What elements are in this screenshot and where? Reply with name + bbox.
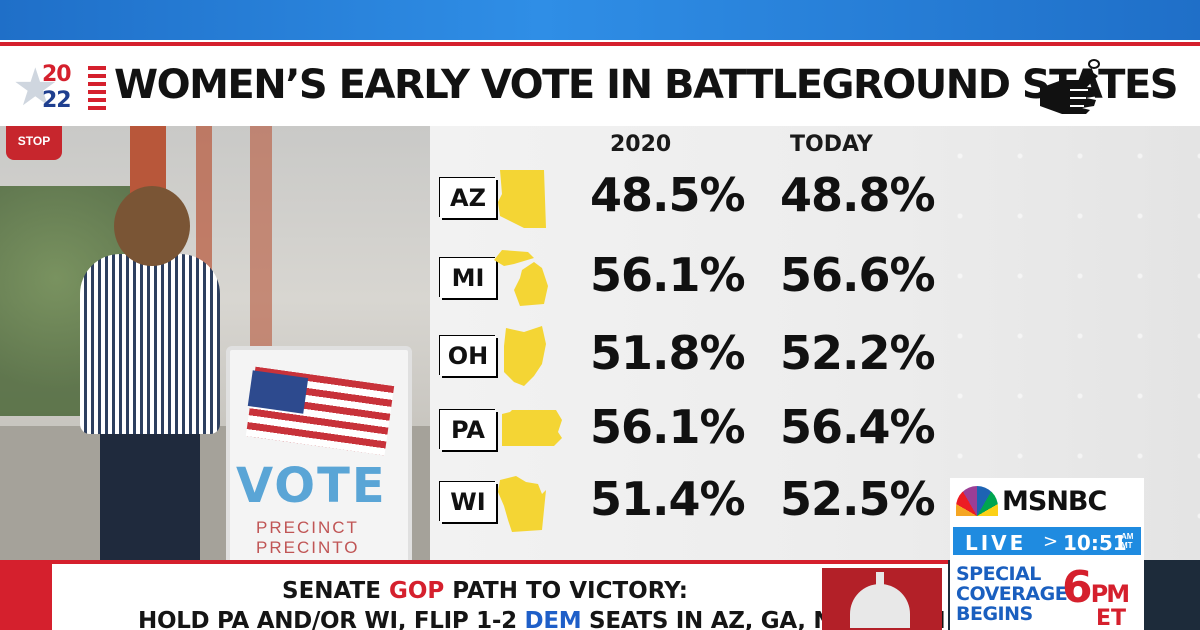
hand-ballot-icon <box>1040 59 1100 114</box>
special-hour: 6 <box>1062 562 1093 613</box>
election-2022-logo: ★ 20 22 <box>12 58 106 118</box>
voter-body <box>80 254 220 434</box>
stop-sign: STOP <box>6 126 62 160</box>
title-bar: ★ 20 22 WOMEN’S EARLY VOTE IN BATTLEGROU… <box>0 48 1200 126</box>
live-mt: MT <box>1121 541 1133 550</box>
state-label-wi: WI <box>440 482 496 522</box>
network-name: MSNBC <box>1002 486 1107 517</box>
state-label-oh: OH <box>440 336 496 376</box>
ticker-line-1: SENATE GOP PATH TO VICTORY: <box>282 578 688 604</box>
state-label-pa: PA <box>440 410 496 450</box>
live-am: AM <box>1121 532 1134 541</box>
precinct-line-2: PRECINTO <box>256 538 360 557</box>
az-today-value: 48.8% <box>780 168 936 222</box>
logo-year-top: 20 <box>42 62 72 87</box>
capitol-spire <box>876 572 884 588</box>
top-stripe <box>0 40 1200 48</box>
table-row: WI 51.4% 52.5% <box>430 468 1200 538</box>
precinct-line-1: PRECINCT <box>256 518 359 537</box>
table-row: OH 51.8% 52.2% <box>430 322 1200 392</box>
peacock-icon <box>956 486 998 516</box>
voter-head <box>114 186 190 266</box>
state-label-az: AZ <box>440 178 496 218</box>
news-ticker: SENATE GOP PATH TO VICTORY: HOLD PA AND/… <box>52 560 948 630</box>
special-coverage-promo: SPECIAL COVERAGE BEGINS 6PM ET <box>950 558 1144 630</box>
vote-sign-precinct: PRECINCT PRECINTO <box>256 518 360 558</box>
special-line-2: COVERAGE <box>956 583 1068 605</box>
arizona-map-icon <box>498 170 546 228</box>
logo-year-bottom: 22 <box>42 88 72 113</box>
oh-today-value: 52.2% <box>780 326 936 380</box>
network-logo: MSNBC <box>950 478 1144 524</box>
state-label-mi: MI <box>440 258 496 298</box>
table-row: AZ 48.5% 48.8% <box>430 164 1200 234</box>
star-icon: ★ <box>12 58 59 118</box>
special-coverage-time: 6PM <box>1062 562 1131 613</box>
mi-2020-value: 56.1% <box>590 248 746 302</box>
ticker-gop: GOP <box>388 578 445 604</box>
michigan-map-icon <box>494 250 548 306</box>
chevron-right-icon: > <box>1043 531 1059 552</box>
ohio-map-icon <box>504 326 546 386</box>
vote-sign-word: VOTE <box>236 458 387 514</box>
table-row: MI 56.1% 56.6% <box>430 244 1200 314</box>
live-time-zone: AM MT <box>1121 532 1133 550</box>
top-banner <box>0 0 1200 40</box>
flag-canton <box>247 370 309 414</box>
special-pm: PM <box>1090 580 1131 608</box>
special-time-zone: ET <box>1096 606 1127 630</box>
ticker-line1-part2: PATH TO VICTORY: <box>444 578 688 604</box>
az-2020-value: 48.5% <box>590 168 746 222</box>
column-header-2020: 2020 <box>610 132 672 157</box>
pa-today-value: 56.4% <box>780 400 936 454</box>
live-label: LIVE <box>965 531 1027 555</box>
special-line-1: SPECIAL <box>956 563 1041 585</box>
column-header-today: TODAY <box>790 132 873 157</box>
capitol-image <box>822 568 942 630</box>
ticker-line1-part1: SENATE <box>282 578 389 604</box>
table-row: PA 56.1% 56.4% <box>430 396 1200 466</box>
wisconsin-map-icon <box>498 476 546 532</box>
pennsylvania-map-icon <box>502 410 562 446</box>
special-line-3: BEGINS <box>956 603 1033 625</box>
capitol-dome <box>850 584 910 628</box>
live-indicator: LIVE > 10:51 AM MT <box>950 524 1144 558</box>
wi-today-value: 52.5% <box>780 472 936 526</box>
voter-photo: STOP VOTE PRECINCT PRECINTO <box>0 126 430 560</box>
mi-today-value: 56.6% <box>780 248 936 302</box>
voter-legs <box>100 416 200 560</box>
ticker-red-edge <box>0 560 52 630</box>
logo-stripes <box>88 66 106 110</box>
live-time: 10:51 <box>1063 531 1127 555</box>
page-title: WOMEN’S EARLY VOTE IN BATTLEGROUND STATE… <box>114 62 1179 108</box>
wi-2020-value: 51.4% <box>590 472 746 526</box>
ticker-line2-part1: HOLD PA AND/OR WI, FLIP 1-2 <box>138 608 525 630</box>
oh-2020-value: 51.8% <box>590 326 746 380</box>
ticker-dem: DEM <box>524 608 582 630</box>
pa-2020-value: 56.1% <box>590 400 746 454</box>
special-coverage-text: SPECIAL COVERAGE BEGINS <box>956 563 1068 625</box>
